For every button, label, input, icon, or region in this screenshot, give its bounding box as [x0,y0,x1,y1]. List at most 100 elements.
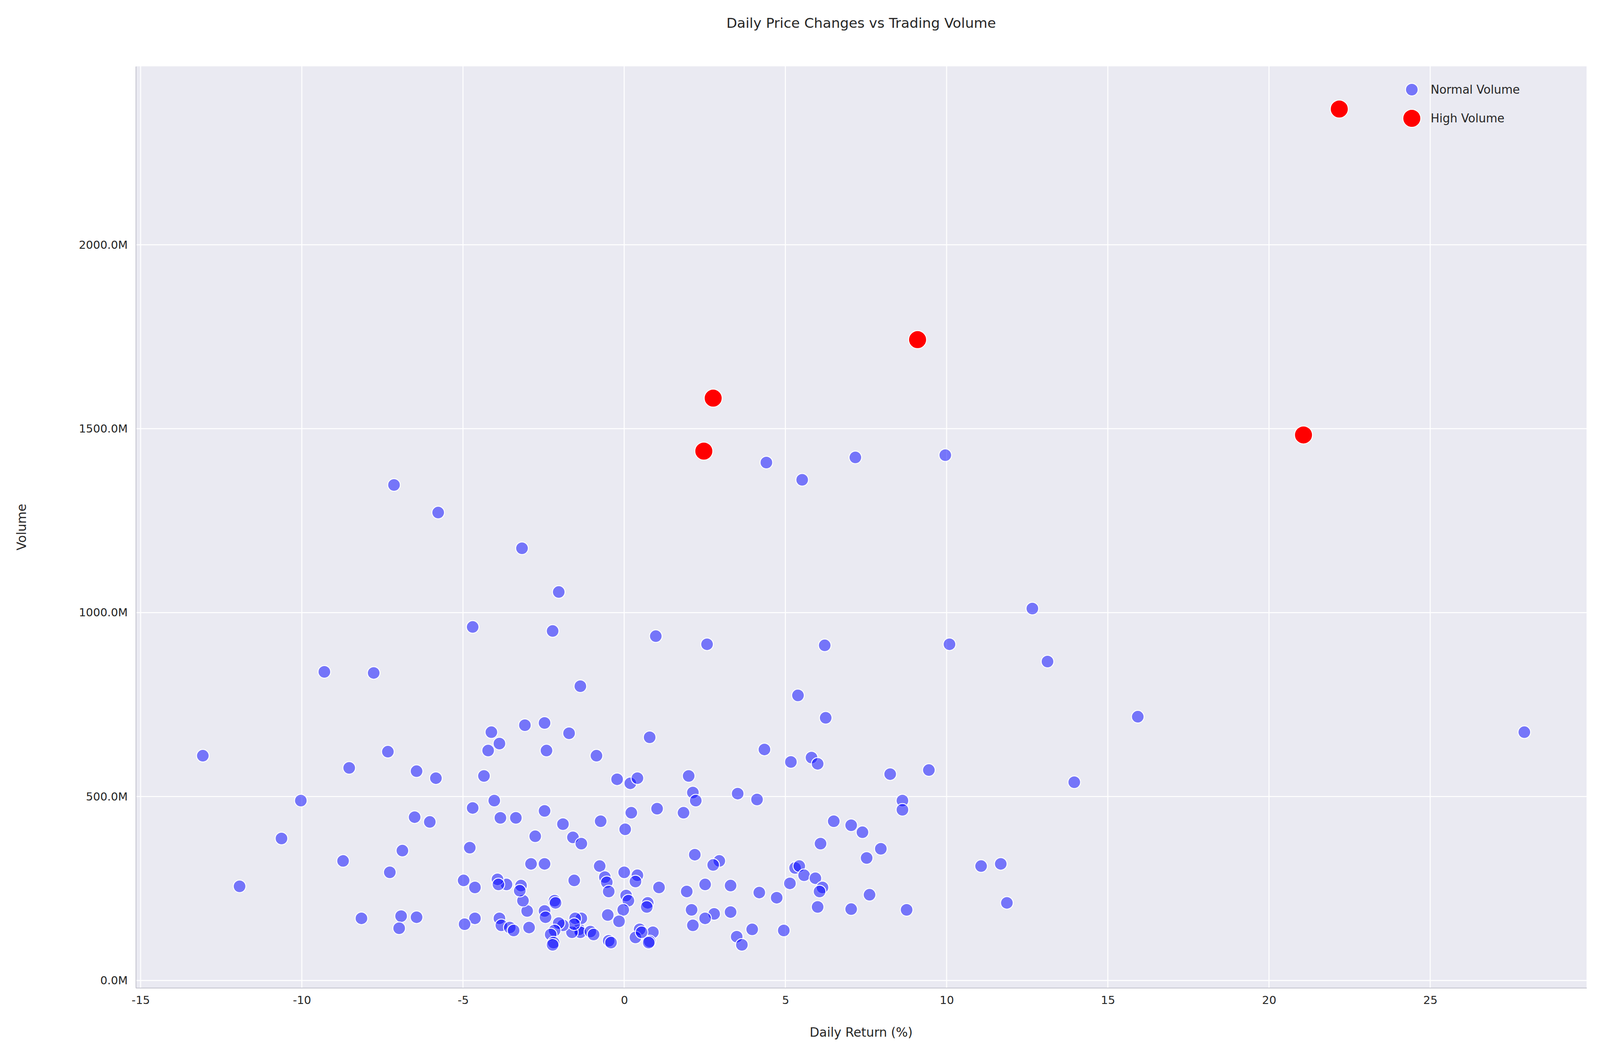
point [770,891,783,904]
tick: -15 [131,987,151,1007]
point [233,879,246,893]
point [275,832,288,845]
tick-label: -15 [131,993,151,1007]
point [601,908,614,921]
grid-line [140,66,142,988]
point [568,917,581,931]
point [423,815,436,829]
point [568,873,581,887]
point [874,842,888,855]
tick: -5 [457,987,469,1007]
point [1026,602,1039,615]
tick-label: 25 [1423,993,1438,1007]
point [539,910,553,923]
point [429,771,443,785]
point [463,840,476,854]
series-points [694,99,1349,460]
tick: 0.0M [100,973,136,987]
point [827,814,841,828]
point [700,637,714,651]
point [538,716,551,729]
point [652,880,666,894]
point [643,730,656,744]
point [900,903,913,916]
grid-line [1429,66,1431,988]
point [493,737,506,750]
x-axis: -15-10-50510152025 [131,987,1588,1007]
series-points [196,448,1531,951]
point [408,810,421,824]
point [381,745,395,758]
point [562,726,576,740]
tick: 2000.0M [78,238,136,252]
point [410,764,423,778]
point [682,769,695,782]
legend-item: Normal Volume [1405,82,1520,97]
point [649,629,663,643]
point [481,744,495,757]
point [468,880,482,894]
x-axis-title: Daily Return (%) [809,1024,913,1040]
point [707,858,720,872]
point [791,688,805,702]
point [616,903,630,916]
point [546,938,559,951]
point [698,911,712,925]
point [594,814,608,828]
tick-label: -10 [293,993,312,1007]
point [1330,99,1349,118]
point [355,911,368,925]
point [625,806,638,819]
points [196,99,1531,951]
point [856,825,869,839]
point [1041,655,1054,668]
legend-marker [1402,109,1421,128]
legend-item: High Volume [1402,109,1505,128]
point [394,909,408,923]
tick-label: 0.0M [100,973,128,987]
grid-line [301,66,302,988]
point [884,767,897,781]
point [466,620,479,634]
point [549,896,562,909]
point [746,922,759,936]
y-axis-title: Volume [14,503,30,551]
point [811,757,824,770]
point [587,927,600,941]
point [383,865,397,879]
point [750,793,764,806]
tick-label: 15 [1100,993,1116,1007]
point [994,857,1008,870]
point [617,865,631,879]
grid-line [784,66,786,988]
point [387,478,401,492]
point [342,761,356,774]
point [651,802,664,815]
tick-label: 500.0M [86,789,128,803]
point [546,624,559,638]
point [529,829,542,843]
tick: -10 [293,987,312,1007]
axis-line [136,987,1588,989]
point [818,638,832,652]
point [814,836,827,850]
point [686,918,699,932]
point [336,854,350,867]
point [518,718,532,732]
point [513,884,527,897]
point [458,917,471,931]
tick: 500.0M [86,789,136,803]
grid-line [623,66,625,988]
point [556,817,570,831]
legend-label: Normal Volume [1430,82,1520,97]
point [590,749,603,762]
point [485,725,498,739]
point [524,857,538,870]
point [943,637,956,651]
point [908,330,927,349]
point [610,772,624,786]
point [515,541,529,555]
grid-line [1268,66,1270,988]
point [509,811,522,824]
point [318,665,331,678]
